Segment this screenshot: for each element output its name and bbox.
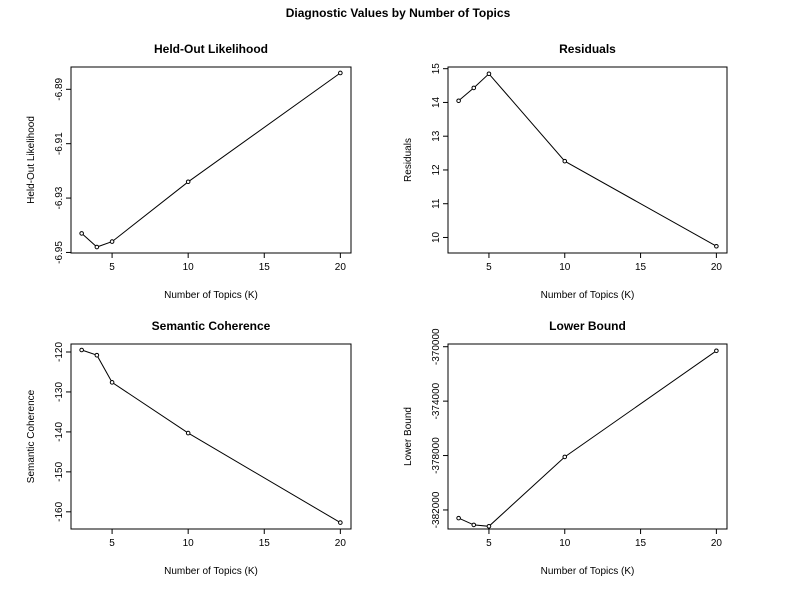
figure-title: Diagnostic Values by Number of Topics [286,6,511,20]
chart-1-data-point [185,179,191,185]
chart-1-x-tick-label: 15 [259,262,271,273]
chart-3-data-point [79,347,84,353]
chart-2-x-tick-label: 20 [711,262,723,273]
chart-3-x-axis-label: Number of Topics (K) [164,566,258,577]
chart-3-y-axis: -160 -150 -140 -130 -120 [54,342,71,522]
chart-2-data-point [714,243,719,249]
chart-4-y-axis: -382000 -378000 -374000 -370000 [431,328,448,528]
chart-4-y-tick-label: -378000 [431,437,442,474]
chart-1-y-tick-label: -6.91 [54,132,65,155]
chart-4-y-axis-label: Lower Bound [403,407,414,466]
chart-2-y-tick-label: 11 [431,198,442,209]
chart-1-data-point [109,239,115,244]
chart-4-y-tick-label: -382000 [431,491,442,528]
chart-2-title: Residuals [559,42,616,56]
chart-4-x-axis: 5 10 15 20 [486,528,723,549]
chart-1-y-tick-label: -6.89 [54,77,65,100]
chart-4-title: Lower Bound [549,319,626,333]
chart-1-x-tick-label: 20 [335,262,347,273]
chart-1-x-axis: 5 10 15 20 [109,252,347,273]
chart-4-x-tick-label: 5 [486,538,492,549]
chart-2-x-tick-label: 5 [486,262,492,273]
chart-3-title: Semantic Coherence [152,319,271,333]
chart-4-x-tick-label: 10 [559,538,571,549]
chart-3-y-tick-label: -120 [54,342,65,362]
chart-2-data-point [562,158,568,164]
chart-3-x-tick-label: 10 [183,538,195,549]
chart-2-y-axis: 10 11 12 13 14 15 [431,63,448,243]
chart-4-data-point [456,515,461,521]
chart-4-y-tick-label: -374000 [431,382,442,419]
chart-4-x-tick-label: 20 [711,538,723,549]
chart-2-data-point [471,85,477,91]
chart-3-panel: Semantic Coherence 5 10 15 20 -160 -150 -140 -13… [26,319,352,577]
chart-2-data-point [486,71,492,77]
chart-3-data-point [185,430,191,436]
chart-4-data-point [714,348,719,354]
chart-2-y-tick-label: 14 [431,96,442,108]
chart-1-data-point [79,231,84,236]
chart-3-data-point [94,352,100,358]
chart-2-panel: Residuals 5 10 15 20 10 11 12 13 14 15 Number of To… [403,42,728,301]
chart-3-data-point [338,520,343,525]
chart-2-x-axis: 5 10 15 20 [486,252,723,273]
chart-4-data-point [562,454,568,460]
chart-1-y-tick-label: -6.93 [54,186,65,209]
chart-3-y-tick-label: -130 [54,382,65,402]
chart-2-x-tick-label: 15 [635,262,647,273]
chart-4-data-point [486,523,492,529]
chart-2-y-tick-label: 10 [431,231,442,243]
chart-2-x-tick-label: 10 [559,262,571,273]
chart-3-x-tick-label: 15 [259,538,271,549]
chart-2-y-tick-label: 15 [431,63,442,75]
chart-3-y-tick-label: -150 [54,461,65,481]
chart-3-y-tick-label: -140 [54,421,65,441]
chart-4-x-tick-label: 15 [635,538,647,549]
chart-3-data-point [109,380,115,385]
chart-1-data-point [338,70,343,76]
chart-3-x-tick-label: 20 [335,538,347,549]
chart-2-y-tick-label: 13 [431,130,442,142]
chart-4-y-tick-label: -370000 [431,328,442,365]
chart-2-data-point [456,98,461,104]
chart-1-x-tick-label: 10 [183,262,195,273]
chart-4-data-point [471,522,477,528]
chart-2-x-axis-label: Number of Topics (K) [541,290,635,301]
chart-2-y-tick-label: 12 [431,164,442,176]
chart-1-y-axis: -6.95 -6.93 -6.91 -6.89 [54,77,71,264]
chart-4-x-axis-label: Number of Topics (K) [541,566,635,577]
chart-1-y-axis-label: Held-Out Likelihood [26,116,37,204]
chart-3-y-tick-label: -160 [54,501,65,521]
chart-1-title: Held-Out Likelihood [154,42,268,56]
chart-3-y-axis-label: Semantic Coherence [26,389,37,483]
chart-1-x-tick-label: 5 [109,262,115,273]
chart-3-x-tick-label: 5 [109,538,115,549]
chart-1-data-point [94,244,100,250]
chart-3-x-axis: 5 10 15 20 [109,528,347,549]
chart-1-x-axis-label: Number of Topics (K) [164,290,258,301]
chart-1-y-tick-label: -6.95 [54,241,65,264]
chart-2-y-axis-label: Residuals [403,138,414,182]
